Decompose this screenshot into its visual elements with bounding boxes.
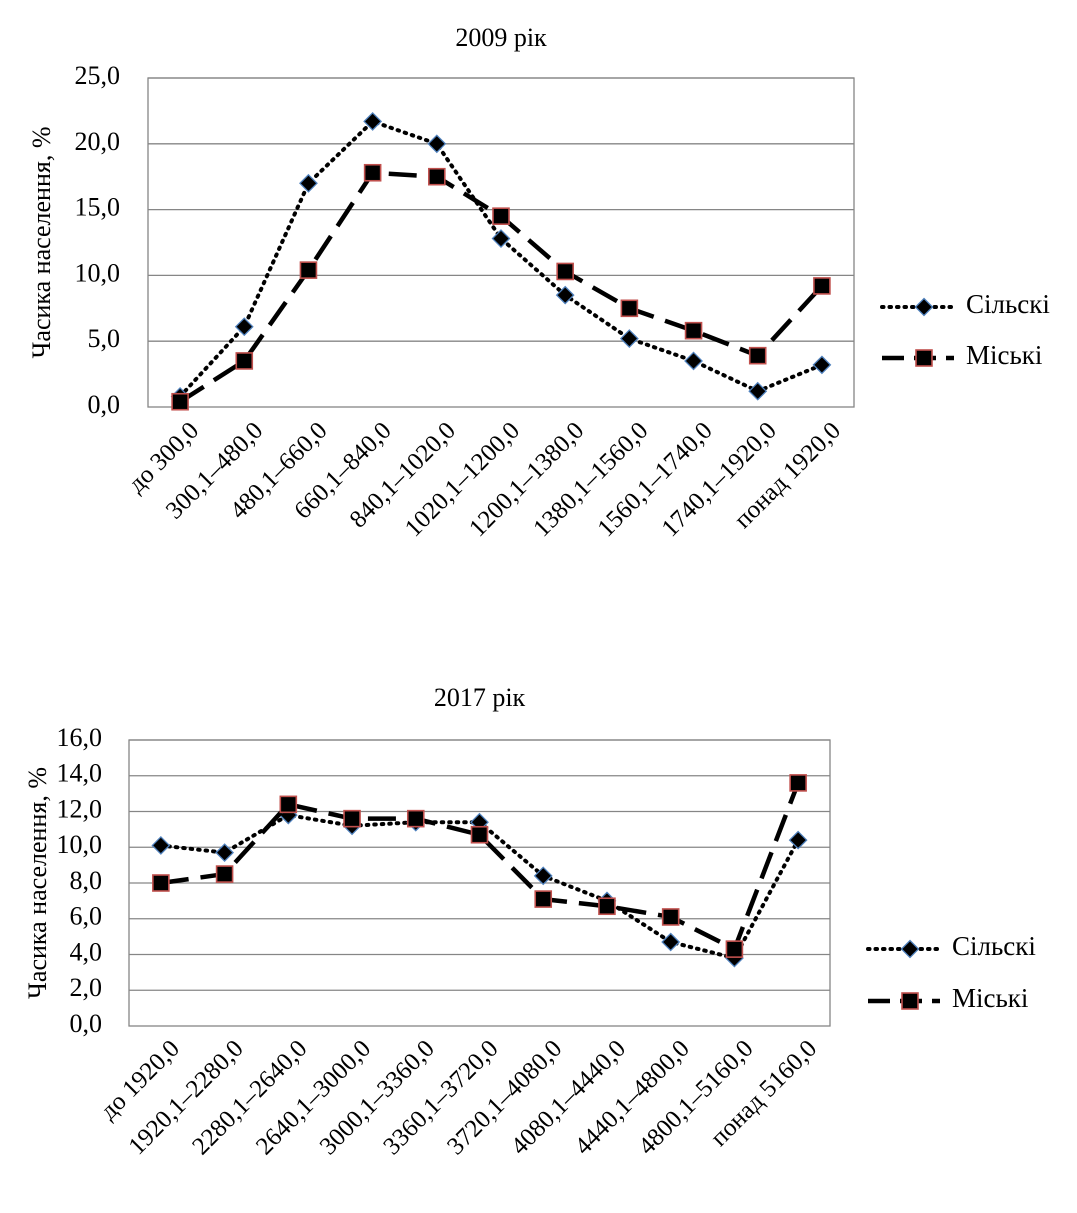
y-tick-label: 15,0	[75, 193, 121, 222]
series-line	[160, 782, 801, 952]
data-point-square	[725, 940, 744, 958]
data-point-diamond	[427, 134, 447, 154]
data-point-diamond	[788, 830, 808, 850]
data-point-diamond	[299, 173, 318, 193]
data-point-square	[406, 809, 425, 828]
data-point-square	[556, 262, 574, 281]
data-point-diamond	[491, 229, 511, 248]
data-point-square	[789, 774, 807, 792]
y-tick-label: 8,0	[70, 866, 103, 895]
legend: Сільскі Міські	[866, 931, 1036, 1013]
series-miski	[171, 163, 831, 411]
data-point-diamond	[151, 836, 171, 855]
data-point-square	[748, 346, 767, 365]
legend-marker-square	[901, 992, 919, 1010]
data-point-square	[343, 809, 361, 828]
chart-title: 2009 рік	[455, 23, 547, 52]
y-tick-label: 2,0	[70, 973, 103, 1002]
y-tick-label: 4,0	[70, 937, 103, 966]
data-point-square	[363, 163, 382, 182]
data-point-square	[620, 299, 639, 318]
legend-label: Міські	[952, 983, 1028, 1013]
data-point-diamond	[363, 112, 383, 131]
y-tick-label: 14,0	[57, 759, 103, 788]
data-point-diamond	[748, 381, 768, 401]
legend-label: Міські	[966, 340, 1042, 370]
data-point-square	[279, 795, 298, 814]
data-point-square	[492, 207, 510, 225]
y-tick-label: 10,0	[75, 258, 121, 287]
data-point-diamond	[661, 932, 681, 952]
legend-marker-diamond	[900, 939, 920, 959]
data-point-square	[470, 825, 489, 844]
data-point-square	[235, 352, 254, 370]
y-tick-label: 20,0	[75, 127, 121, 156]
data-point-square	[813, 277, 831, 295]
y-tick-label: 12,0	[57, 794, 103, 823]
data-point-square	[534, 890, 553, 908]
legend-label: Сільскі	[952, 931, 1036, 961]
series-silski	[170, 112, 832, 406]
y-tick-label: 25,0	[75, 61, 121, 90]
data-point-diamond	[619, 329, 639, 348]
series-line	[178, 119, 824, 399]
data-point-square	[215, 865, 234, 883]
data-point-square	[171, 392, 189, 411]
data-point-diamond	[234, 317, 254, 337]
data-point-square	[661, 908, 680, 926]
y-tick-label: 0,0	[88, 390, 121, 419]
data-point-diamond	[533, 866, 553, 886]
y-axis-label: Часика населення, %	[23, 767, 52, 999]
series-line	[178, 170, 824, 404]
y-tick-label: 0,0	[70, 1009, 103, 1038]
y-tick-label: 5,0	[88, 324, 121, 353]
chart-2: 2017 рік 0,0 2,0 4,0 6,0 8,0 10,0 12,0 14,0 16,0Ч…	[23, 683, 1036, 1160]
data-point-square	[598, 897, 616, 916]
legend-marker-square	[915, 349, 933, 367]
y-axis-label: Часика населення, %	[27, 127, 56, 359]
y-tick-label: 16,0	[57, 723, 103, 752]
legend: Сільскі Міські	[880, 289, 1050, 370]
y-tick-label: 10,0	[57, 830, 103, 859]
y-tick-label: 6,0	[70, 902, 103, 931]
data-point-diamond	[555, 285, 575, 305]
data-point-square	[299, 261, 318, 279]
data-point-diamond	[684, 351, 703, 371]
data-point-square	[684, 321, 703, 340]
chart-title: 2017 рік	[434, 683, 526, 712]
legend-marker-diamond	[914, 297, 934, 317]
data-point-square	[428, 167, 446, 186]
data-point-diamond	[812, 355, 832, 375]
plot-area-border	[147, 77, 855, 408]
chart-1: 2009 рік 0,0 5,0 10,0 15,0 20,0 25,0 Часика нас…	[27, 23, 1050, 542]
legend-label: Сільскі	[966, 289, 1050, 319]
plot-area-border	[128, 739, 831, 1027]
data-point-diamond	[215, 843, 235, 863]
series-miski	[152, 774, 807, 958]
data-point-square	[152, 874, 170, 892]
